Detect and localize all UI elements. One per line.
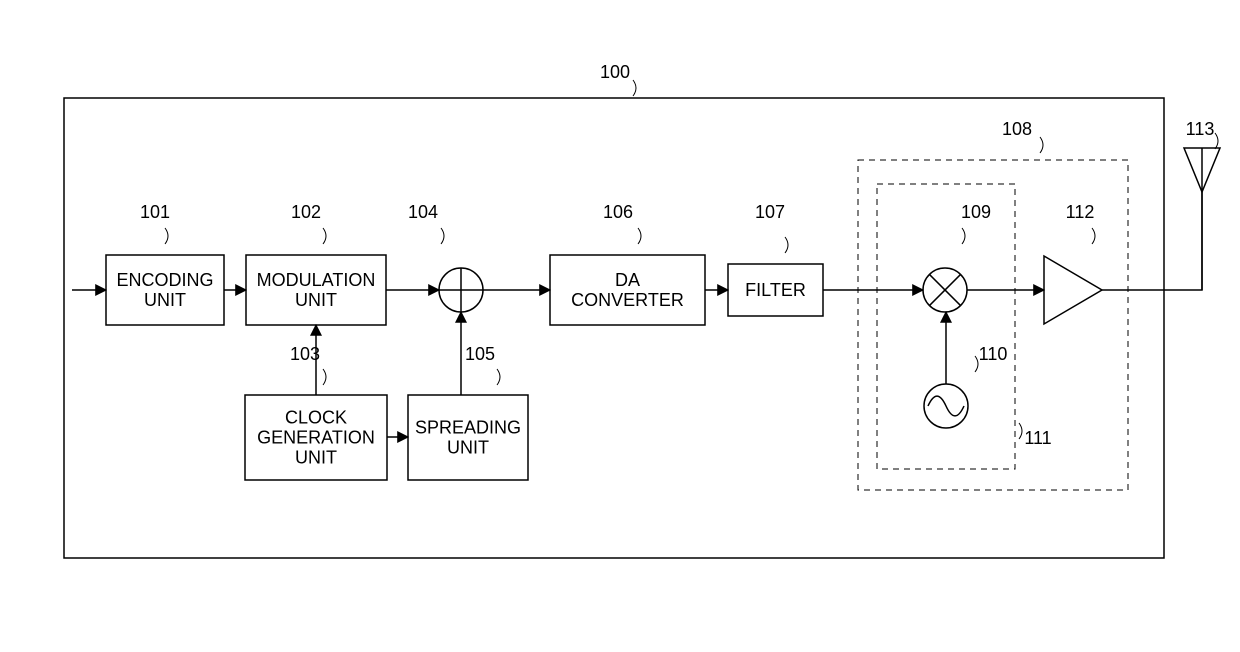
svg-text:109: 109 (961, 202, 991, 222)
svg-text:CONVERTER: CONVERTER (571, 290, 684, 310)
svg-text:104: 104 (408, 202, 438, 222)
svg-text:102: 102 (291, 202, 321, 222)
svg-text:100: 100 (600, 62, 630, 82)
svg-text:MODULATION: MODULATION (257, 270, 376, 290)
svg-text:GENERATION: GENERATION (257, 428, 375, 448)
svg-text:SPREADING: SPREADING (415, 418, 521, 438)
svg-text:107: 107 (755, 202, 785, 222)
block-diagram: 100ENCODINGUNIT101MODULATIONUNIT102CLOCK… (0, 0, 1240, 652)
svg-text:DA: DA (615, 270, 640, 290)
svg-text:UNIT: UNIT (295, 290, 337, 310)
svg-text:UNIT: UNIT (295, 448, 337, 468)
svg-text:111: 111 (1024, 428, 1051, 448)
svg-text:UNIT: UNIT (144, 290, 186, 310)
svg-text:106: 106 (603, 202, 633, 222)
svg-text:FILTER: FILTER (745, 280, 806, 300)
svg-text:UNIT: UNIT (447, 438, 489, 458)
svg-text:110: 110 (979, 344, 1008, 364)
svg-text:113: 113 (1186, 119, 1215, 139)
svg-text:CLOCK: CLOCK (285, 408, 347, 428)
svg-text:105: 105 (465, 344, 495, 364)
svg-text:ENCODING: ENCODING (116, 270, 213, 290)
svg-text:108: 108 (1002, 119, 1032, 139)
svg-text:101: 101 (140, 202, 170, 222)
svg-text:112: 112 (1066, 202, 1095, 222)
